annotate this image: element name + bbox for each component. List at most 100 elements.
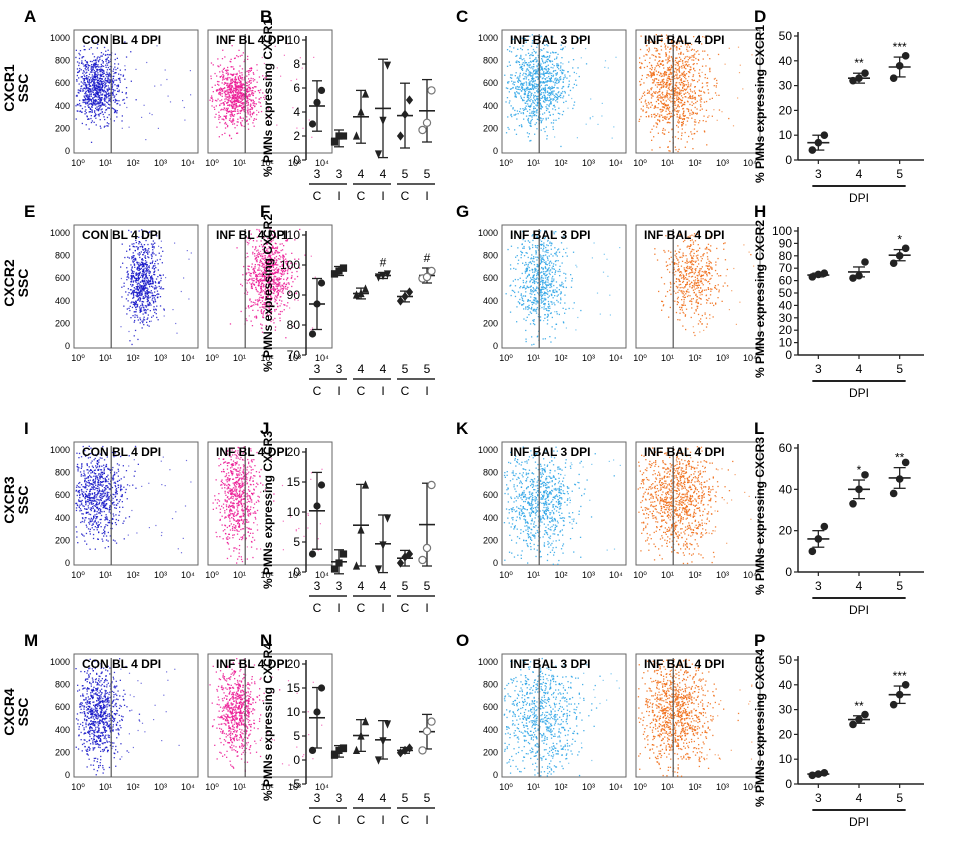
flow-dot — [251, 108, 253, 110]
x-axis-label: DPI — [849, 191, 869, 205]
flow-dot — [96, 66, 98, 68]
flow-dot — [134, 288, 136, 290]
flow-dot — [222, 109, 224, 111]
flow-dot — [218, 118, 220, 120]
flow-dot — [703, 101, 706, 103]
flow-dot — [521, 69, 524, 71]
flow-dot — [237, 86, 239, 88]
flow-dot — [149, 272, 151, 274]
flow-dot — [107, 85, 109, 87]
flow-dot — [540, 68, 542, 71]
flow-dot — [112, 80, 114, 82]
flow-dot — [544, 98, 546, 101]
flow-dot — [653, 72, 655, 75]
flow-dot — [131, 285, 133, 287]
flow-dot — [655, 122, 657, 124]
flow-dot — [125, 87, 128, 89]
flow-dot — [225, 78, 227, 80]
flow-dot — [91, 84, 94, 87]
flow-dot — [91, 80, 94, 82]
flow-dot — [528, 121, 530, 123]
flow-dot — [532, 60, 535, 62]
flow-dot — [545, 106, 547, 108]
flow-dot — [679, 92, 681, 94]
flow-dot — [257, 309, 259, 312]
flow-dot — [103, 98, 105, 100]
flow-dot — [530, 72, 532, 74]
ytick-label: 800 — [483, 56, 498, 66]
flow-dot — [90, 141, 93, 143]
flow-dot — [121, 296, 123, 298]
flow-dot — [685, 78, 687, 80]
flow-dot — [233, 73, 235, 75]
flow-dot — [91, 80, 93, 83]
flow-dot — [98, 115, 100, 117]
flow-dot — [545, 69, 547, 71]
xtick-label: 10⁴ — [315, 158, 329, 168]
flow-dot — [561, 69, 563, 71]
flow-dot — [137, 288, 139, 290]
flow-dot — [223, 92, 225, 94]
flow-dot — [684, 103, 686, 106]
flow-dot — [656, 49, 659, 51]
flow-dot — [210, 62, 213, 64]
flow-dot — [242, 104, 244, 106]
flow-dot — [683, 66, 686, 68]
xtick-label: 10⁴ — [181, 158, 195, 168]
flow-dot — [643, 91, 646, 93]
flow-dot — [656, 122, 658, 125]
flow-dot — [216, 90, 218, 92]
flow-dot — [549, 71, 551, 73]
flow-dot — [276, 247, 278, 250]
flow-dot — [231, 114, 233, 117]
flow-dot — [100, 70, 102, 73]
flow-dot — [239, 97, 241, 99]
flow-dot — [528, 105, 530, 107]
flow-dot — [522, 78, 525, 80]
flow-dot — [654, 59, 656, 61]
flow-dot — [675, 91, 677, 93]
flow-dot — [252, 80, 255, 82]
flow-dot — [225, 117, 227, 120]
flow-dot — [539, 69, 541, 71]
flow-dot — [248, 87, 250, 89]
flow-dot — [90, 77, 92, 79]
flow-dot — [668, 107, 670, 110]
flow-dot — [188, 258, 190, 260]
flow-dot — [102, 113, 104, 116]
flow-dot — [554, 79, 556, 81]
flow-dot — [684, 88, 686, 91]
flow-dot — [134, 257, 136, 259]
flow-dot — [130, 264, 132, 266]
flow-dot — [144, 287, 146, 290]
flow-dot — [592, 115, 594, 118]
flow-dot — [241, 72, 243, 74]
flow-dot — [523, 82, 525, 84]
flow-dot — [216, 75, 218, 77]
flow-dot — [675, 74, 677, 76]
flow-dot — [541, 66, 543, 68]
flow-dot — [141, 320, 143, 322]
flow-dot — [105, 93, 108, 95]
flow-dot — [252, 282, 254, 284]
flow-dot — [666, 106, 668, 109]
flow-dot — [532, 88, 534, 90]
flow-dot — [232, 103, 234, 105]
flow-dot — [116, 103, 118, 105]
flow-dot — [83, 65, 85, 67]
flow-dot — [104, 87, 106, 89]
flow-dot — [550, 89, 552, 91]
flow-dot — [535, 71, 537, 73]
flow-dot — [670, 83, 672, 85]
flow-dot — [689, 88, 691, 90]
flow-dot — [259, 89, 262, 91]
flow-dot — [152, 280, 154, 283]
flow-dot — [125, 92, 127, 94]
flow-dot — [247, 95, 249, 97]
flow-dot — [238, 70, 240, 72]
data-point — [422, 118, 432, 128]
flow-dot — [671, 115, 673, 118]
flow-dot — [673, 95, 675, 97]
flow-dot — [93, 103, 95, 105]
flow-dot — [253, 111, 255, 113]
